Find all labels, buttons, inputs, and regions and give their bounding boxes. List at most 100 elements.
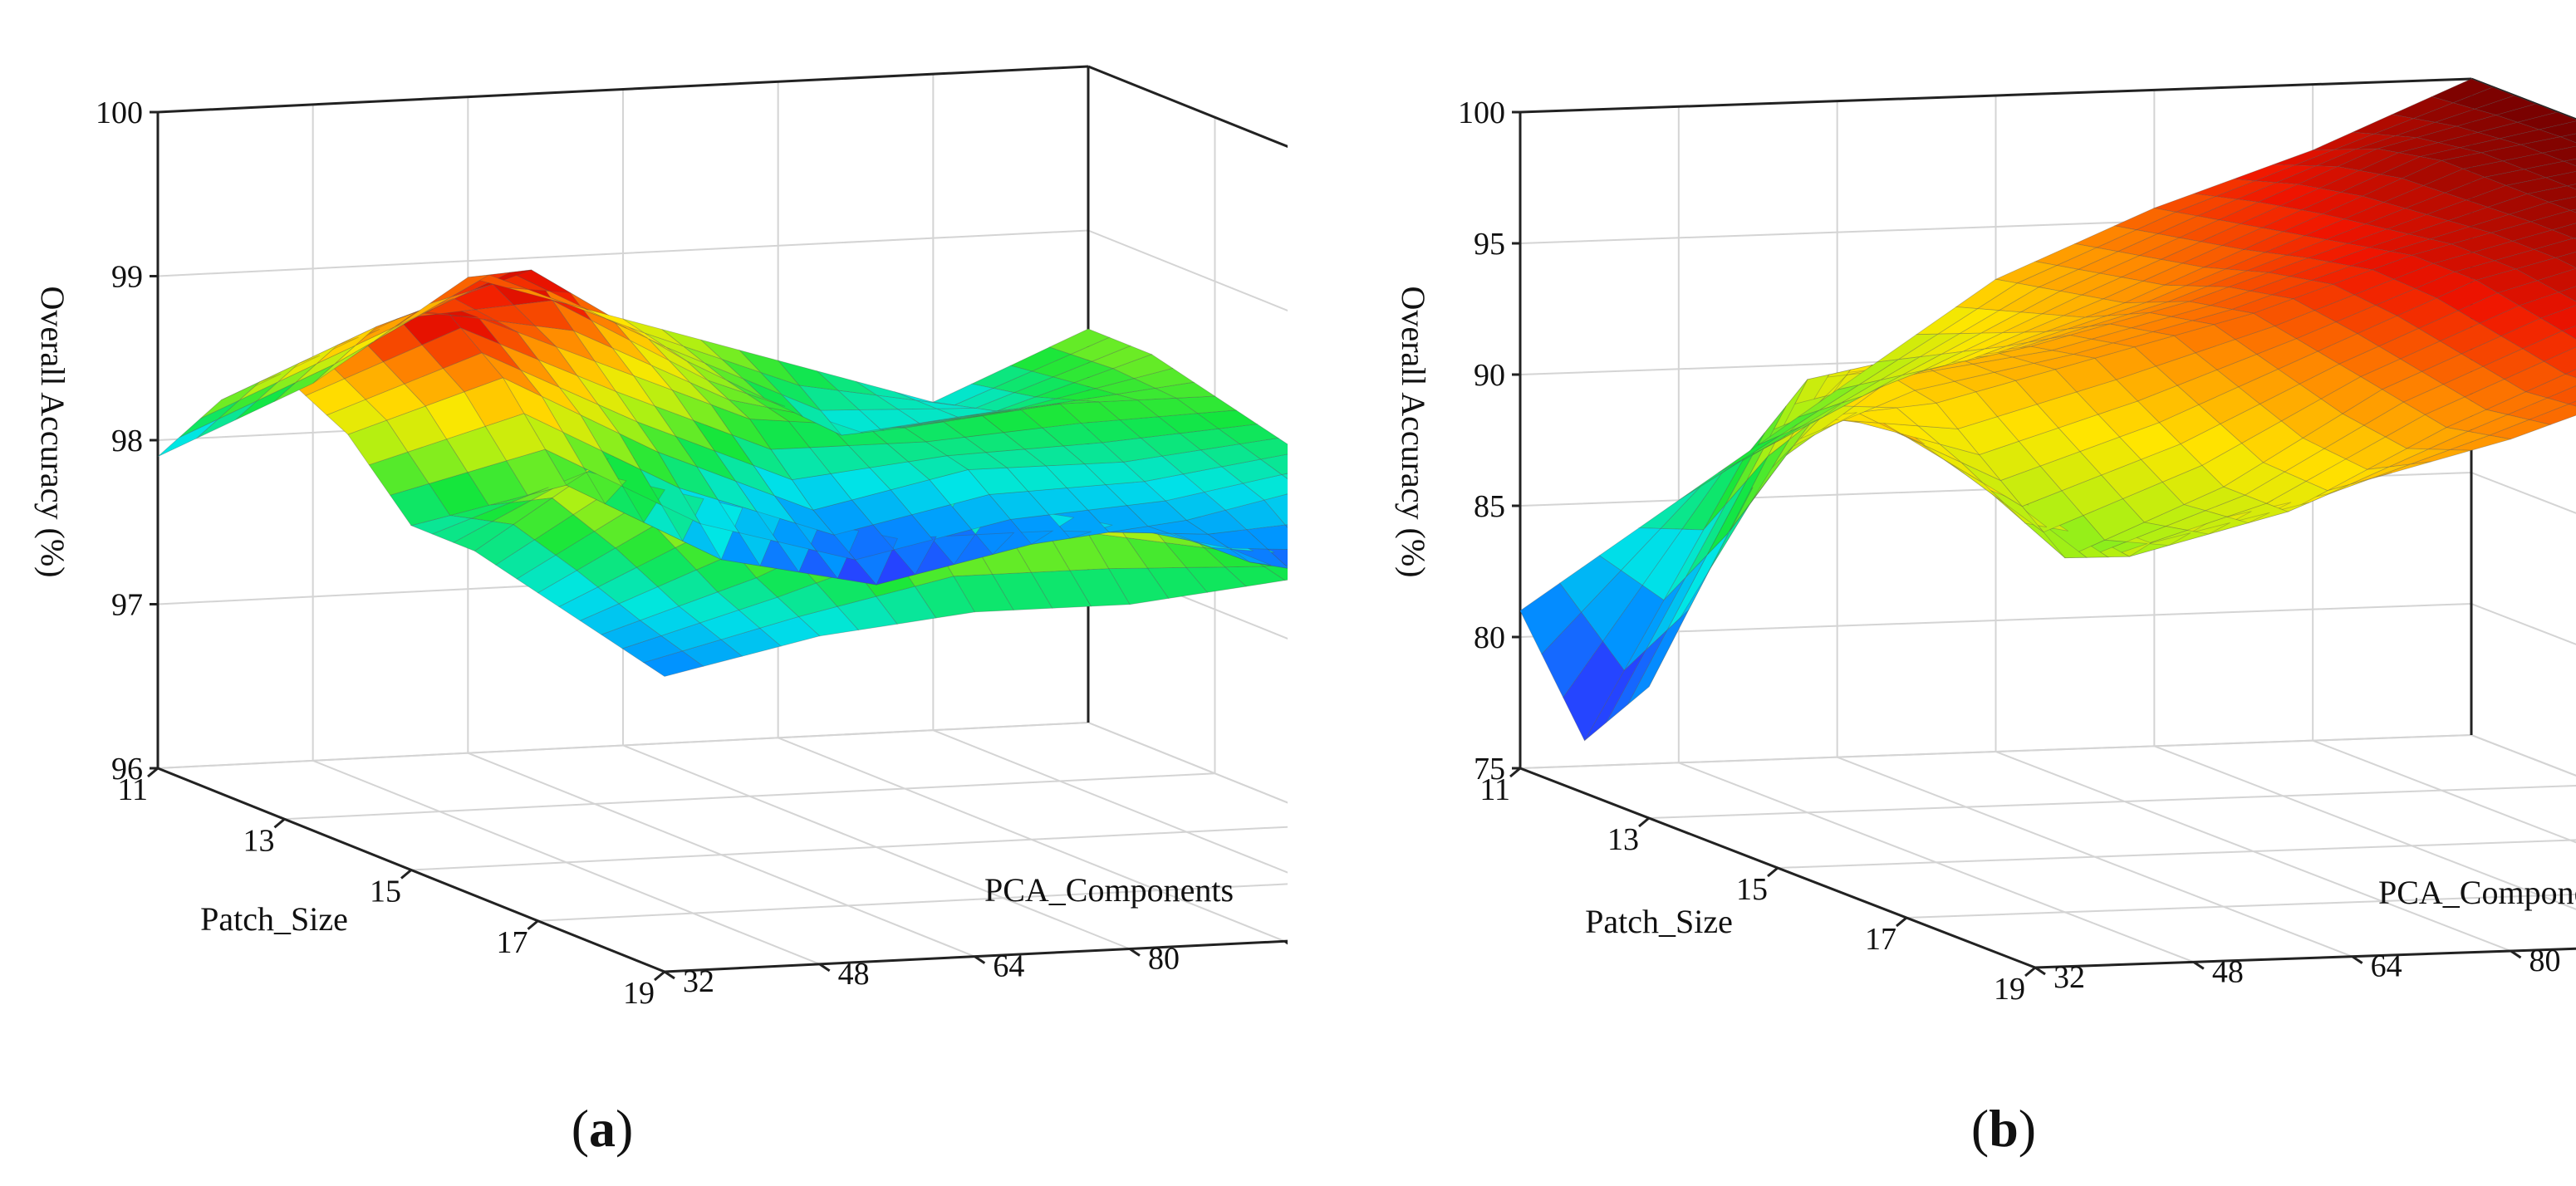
floor-gridline — [1995, 751, 2511, 952]
y-tick-label: 32 — [2053, 960, 2085, 995]
axis-edge — [2471, 77, 2576, 121]
surface-facet — [1916, 425, 1980, 456]
surface-facet — [660, 622, 722, 652]
tick-labels: 9697989910011131517193248648096112128 — [96, 96, 1288, 1011]
surface-facet — [506, 287, 567, 305]
z-tick-label: 100 — [96, 96, 143, 130]
y-tick-mark — [2193, 961, 2205, 970]
surface-facet — [675, 435, 737, 483]
surface — [1519, 78, 2576, 742]
x-tick-label: 11 — [117, 772, 148, 807]
surface-facet — [2152, 193, 2217, 213]
surface-facet — [600, 620, 662, 649]
x-tick-label: 17 — [497, 925, 528, 960]
surface-facet — [2193, 179, 2255, 197]
surface-facet — [2451, 86, 2515, 110]
surface-facet — [596, 566, 659, 605]
surface-facet — [2185, 268, 2247, 287]
surface-facet — [555, 531, 616, 571]
x-tick-label: 15 — [1736, 872, 1768, 907]
surface — [157, 269, 1288, 677]
y-tick-mark — [818, 963, 831, 973]
z-tick-label: 90 — [1474, 358, 1505, 393]
surface-facet — [2063, 298, 2127, 318]
surface-facet — [1598, 527, 1661, 571]
surface-facet — [513, 300, 575, 331]
surface-facet — [2069, 323, 2132, 340]
surface-facet — [621, 635, 684, 664]
surface-facet — [2034, 243, 2098, 266]
surface-facet — [312, 341, 374, 384]
floor-gridline — [778, 737, 1286, 943]
y-tick-label: 64 — [2371, 949, 2402, 984]
surface-facet — [2567, 400, 2576, 407]
surface-facet — [2428, 226, 2493, 245]
surface-facet — [657, 451, 719, 501]
surface-facet — [2554, 251, 2576, 268]
x-tick-mark — [1509, 767, 1521, 778]
surface-facet — [1259, 453, 1288, 475]
floor-gridline — [410, 826, 1288, 871]
z-tick-label: 99 — [111, 260, 143, 295]
axis-labels: Patch_Size PCA_Components Overall Accuracy… — [34, 287, 1234, 938]
surface-facet — [1982, 482, 2044, 533]
surface-facet — [1602, 585, 1665, 671]
surface-facet — [1284, 524, 1288, 529]
x-tick-label: 19 — [1994, 972, 2025, 1007]
z-axis-label: Overall Accuracy (%) — [34, 287, 71, 578]
z-tick-label: 95 — [1474, 227, 1505, 262]
floor-gridline — [1837, 756, 2353, 958]
surface-facet — [1242, 474, 1288, 501]
surface-facet — [2273, 149, 2335, 166]
axis-edge — [1087, 65, 1288, 149]
surface-facet — [2309, 478, 2371, 503]
surface-facet — [1957, 416, 2019, 455]
surface-facet — [1091, 345, 1153, 370]
y-tick-label: 64 — [993, 949, 1024, 984]
x-tick-mark — [1767, 866, 1779, 878]
z-tick-label: 80 — [1474, 620, 1505, 655]
x-tick-mark — [147, 767, 159, 778]
surface-facet — [2374, 287, 2438, 316]
axis-edge — [2034, 947, 2576, 969]
surface-facet — [699, 610, 761, 640]
z-tick-label: 100 — [1458, 96, 1505, 130]
floor-gridline — [1648, 785, 2576, 819]
surface-facet — [1936, 308, 2000, 335]
surface-facet — [1955, 278, 2019, 310]
surface-facet — [273, 364, 335, 402]
surface-facet — [1960, 462, 2023, 507]
surface-facet — [428, 472, 489, 517]
surface-facet — [537, 570, 599, 607]
surface-facet — [355, 312, 415, 346]
surface-facet — [692, 419, 754, 466]
y-tick-mark — [2510, 949, 2522, 959]
surface-facet — [1006, 465, 1068, 492]
y-axis-label: PCA_Components — [984, 871, 1234, 909]
surface-facet — [2083, 498, 2145, 541]
floor-gridline — [932, 729, 1288, 874]
axis-edge — [664, 939, 1288, 973]
surface-facet — [1718, 435, 1780, 473]
surface-facet — [429, 274, 489, 305]
surface-chart-b: 758085909510011131517193248648096112128P… — [1395, 77, 2576, 1158]
surface-facet — [875, 586, 937, 625]
surface-facet — [2564, 369, 2576, 379]
surface-facet — [2066, 314, 2128, 330]
x-tick-mark — [2024, 966, 2036, 978]
surface-facet — [2388, 448, 2451, 468]
surface-facet — [1627, 610, 1690, 705]
y-axis-label: PCA_Components — [2378, 874, 2576, 911]
y-tick-label: 80 — [1148, 942, 1180, 977]
surface-facet — [2002, 313, 2064, 333]
surface-facet — [731, 434, 793, 481]
surface-facet — [639, 605, 701, 636]
surface-facet — [2572, 237, 2576, 240]
surface-facet — [2371, 254, 2435, 280]
x-tick-label: 13 — [1607, 822, 1639, 857]
surface-facet — [896, 408, 959, 424]
axis-edge — [1519, 77, 2472, 114]
surface-facet — [368, 451, 429, 496]
surface-facet — [2561, 325, 2576, 340]
